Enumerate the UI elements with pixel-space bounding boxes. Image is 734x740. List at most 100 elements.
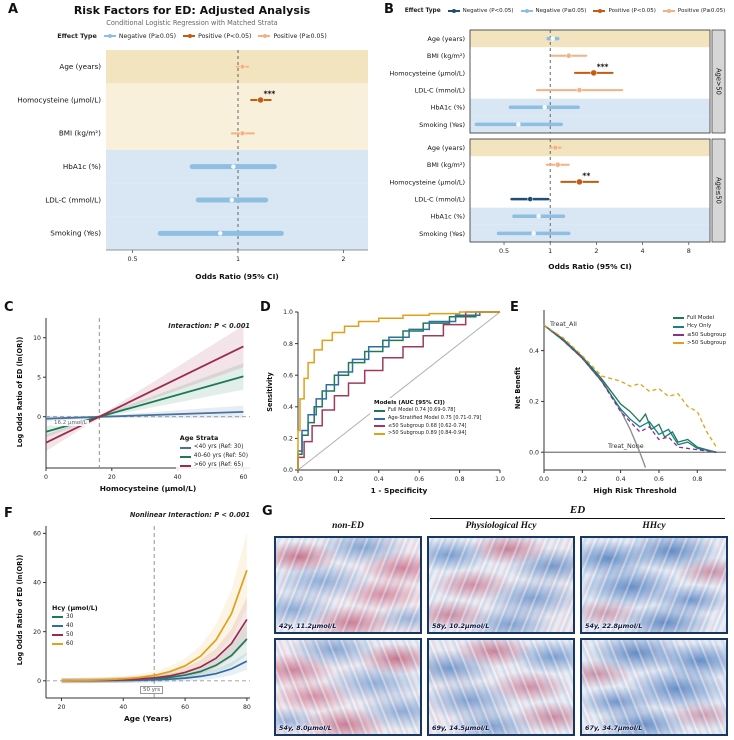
legend-marker bbox=[662, 9, 675, 13]
legend-label: ≤50 Subgroup bbox=[686, 331, 726, 338]
panel-d-legend: Models (AUC [95% CI]) Full Model 0.74 [0.… bbox=[370, 398, 486, 440]
panel-b-legend: Effect Type Negative (P<0.05) Negative (P… bbox=[382, 8, 730, 14]
svg-text:1: 1 bbox=[236, 255, 240, 263]
legend-marker bbox=[593, 9, 606, 13]
or-point bbox=[555, 162, 561, 168]
svg-text:BMI (kg/m²): BMI (kg/m²) bbox=[427, 161, 465, 169]
panel-a-xlabel: Odds Ratio (95% CI) bbox=[195, 272, 279, 281]
svg-text:HbA1c (%): HbA1c (%) bbox=[431, 104, 465, 112]
legend-marker-dot bbox=[187, 34, 192, 38]
svg-text:Homocysteine (μmol/L): Homocysteine (μmol/L) bbox=[17, 95, 101, 104]
svg-text:4: 4 bbox=[641, 247, 645, 255]
panel-a-title: Risk Factors for ED: Adjusted Analysis bbox=[73, 4, 311, 17]
ed-group-header: ED bbox=[569, 504, 586, 516]
panel-a-legend: Effect Type Negative (P≥0.05) Positive (P… bbox=[6, 32, 378, 40]
interaction-annotation: Interaction: P < 0.001 bbox=[168, 322, 250, 330]
histology-image: 67y, 34.7μmol/L bbox=[580, 638, 728, 736]
legend-marker bbox=[52, 616, 63, 619]
histology-image: 54y, 22.8μmol/L bbox=[580, 536, 728, 634]
legend-label: Positive (P<0.05) bbox=[198, 32, 252, 40]
roc-curve bbox=[297, 311, 500, 470]
legend-item: 50 bbox=[52, 631, 98, 640]
or-point bbox=[576, 87, 583, 93]
legend-label: Positive (P<0.05) bbox=[608, 8, 656, 14]
panel-c-xlabel: Homocysteine (μmol/L) bbox=[99, 484, 197, 493]
histology-image: 42y, 11.2μmol/L bbox=[274, 536, 422, 634]
legend-label: 30 bbox=[66, 614, 74, 620]
panel-a-plot: Age (years) Homocysteine (μmol/L) *** BMI (… bbox=[17, 50, 368, 263]
panel-d-xlabel: 1 - Specificity bbox=[370, 486, 428, 495]
legend-marker bbox=[179, 446, 191, 449]
trend-line bbox=[61, 569, 248, 682]
significance-label: *** bbox=[264, 90, 276, 99]
svg-text:0.4: 0.4 bbox=[283, 404, 293, 411]
panel-g: G ED non-ED Physiological Hcy HHcy 42y, … bbox=[260, 504, 732, 738]
panel-g-label: G bbox=[262, 504, 273, 519]
panel-f-plot: 20 40 60 80 0 20 40 60 bbox=[33, 526, 251, 711]
trend-line bbox=[45, 411, 244, 420]
svg-text:0.2: 0.2 bbox=[577, 476, 587, 483]
panel-d-label: D bbox=[260, 300, 271, 315]
legend-item: >50 Subgroup 0.89 [0.84-0.94] bbox=[374, 430, 481, 438]
svg-text:Age (years): Age (years) bbox=[427, 144, 465, 152]
legend-item: 30 bbox=[52, 613, 98, 622]
svg-text:0.2: 0.2 bbox=[333, 476, 343, 483]
svg-text:1.0: 1.0 bbox=[283, 309, 293, 316]
svg-text:0.0: 0.0 bbox=[539, 476, 549, 483]
significance-label: ** bbox=[582, 171, 590, 180]
legend-marker-dot bbox=[452, 9, 457, 13]
or-point bbox=[257, 96, 264, 104]
legend-item: ≤50 Subgroup bbox=[672, 331, 726, 339]
svg-text:20: 20 bbox=[33, 629, 41, 636]
column-header-non-ed: non-ED bbox=[332, 521, 364, 531]
specimen-caption: 54y, 22.8μmol/L bbox=[585, 622, 643, 630]
tissue-texture bbox=[582, 538, 726, 632]
legend-item: Negative (P≥0.05) bbox=[103, 33, 176, 40]
svg-text:10: 10 bbox=[33, 335, 41, 342]
legend-label: 60 bbox=[66, 640, 74, 647]
svg-text:HbA1c (%): HbA1c (%) bbox=[431, 213, 465, 221]
legend-item: <40 yrs (Ref: 30) bbox=[179, 443, 248, 452]
specimen-caption: 54y, 8.0μmol/L bbox=[279, 724, 332, 732]
svg-text:Homocysteine (μmol/L): Homocysteine (μmol/L) bbox=[389, 69, 465, 77]
histology-image: 54y, 8.0μmol/L bbox=[274, 638, 422, 736]
legend-marker bbox=[52, 625, 63, 628]
legend-item: Full Model 0.74 [0.69-0.78] bbox=[374, 407, 481, 415]
treat-none-label: Treat_None bbox=[608, 442, 644, 450]
decision-curve bbox=[543, 324, 717, 448]
panel-e-label: E bbox=[510, 300, 519, 315]
panel-e-ylabel: Net Benefit bbox=[514, 366, 522, 410]
svg-text:40: 40 bbox=[174, 474, 182, 481]
legend-marker bbox=[447, 9, 460, 13]
legend-marker bbox=[103, 34, 116, 38]
column-header-physiological-hcy: Physiological Hcy bbox=[465, 521, 537, 531]
svg-text:0.8: 0.8 bbox=[455, 476, 465, 483]
or-point bbox=[239, 63, 246, 70]
legend-item: Positive (P≥0.05) bbox=[258, 33, 327, 40]
legend-marker bbox=[374, 417, 385, 420]
svg-text:0: 0 bbox=[37, 414, 41, 421]
confidence-band bbox=[61, 623, 247, 684]
svg-text:0.4: 0.4 bbox=[616, 476, 626, 483]
svg-text:LDL-C (mmol/L): LDL-C (mmol/L) bbox=[415, 195, 465, 203]
panel-e-xlabel: High Risk Threshold bbox=[593, 486, 677, 495]
svg-text:60: 60 bbox=[181, 704, 189, 711]
confidence-band bbox=[61, 597, 247, 684]
age-threshold-label: 50 yrs bbox=[140, 686, 164, 694]
legend-marker bbox=[672, 333, 684, 336]
legend-marker bbox=[374, 409, 385, 412]
or-point bbox=[552, 144, 559, 151]
decision-curve bbox=[543, 324, 717, 453]
panel-b-label: B bbox=[384, 2, 394, 17]
svg-text:Age (years): Age (years) bbox=[427, 35, 465, 43]
svg-text:8: 8 bbox=[687, 247, 691, 255]
legend-label: >50 Subgroup 0.89 [0.84-0.94] bbox=[388, 430, 467, 437]
svg-text:BMI (kg/m²): BMI (kg/m²) bbox=[59, 129, 101, 138]
svg-text:LDL-C (mmol/L): LDL-C (mmol/L) bbox=[45, 195, 101, 204]
svg-text:0.4: 0.4 bbox=[529, 348, 539, 355]
panel-b-xlabel: Odds Ratio (95% CI) bbox=[548, 262, 632, 271]
panel-a: A Risk Factors for ED: Adjusted Analysis… bbox=[6, 2, 378, 298]
legend-label: 50 bbox=[66, 631, 74, 638]
legend-item: >50 Subgroup bbox=[672, 339, 726, 347]
specimen-caption: 58y, 10.2μmol/L bbox=[432, 622, 490, 630]
